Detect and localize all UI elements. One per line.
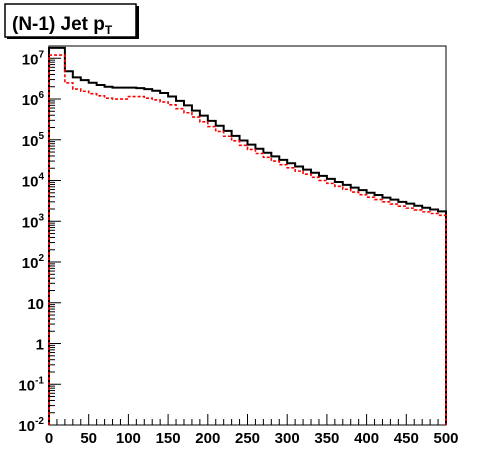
y-tick-label: 10-2 <box>18 416 44 435</box>
x-tick-label: 150 <box>156 430 181 447</box>
x-tick-label: 500 <box>433 430 458 447</box>
x-tick-label: 0 <box>45 430 53 447</box>
x-axis-tick-labels: 0 50 100 150 200 250 300 350 400 450 500 <box>45 430 459 447</box>
plot-frame <box>48 45 447 426</box>
series-layer <box>48 46 447 425</box>
y-tick-label: 102 <box>22 253 45 272</box>
y-tick-label: 10-1 <box>18 375 44 394</box>
y-axis-tick-labels: 10-2 10-1 1 10 102 103 104 105 106 107 <box>18 49 44 435</box>
chart-title-box: (N-1) Jet pT <box>4 3 139 39</box>
y-tick-label: 107 <box>22 49 45 68</box>
x-tick-label: 250 <box>235 430 260 447</box>
x-tick-label: 100 <box>116 430 141 447</box>
y-tick-label: 103 <box>22 212 45 231</box>
x-tick-label: 400 <box>354 430 379 447</box>
x-tick-label: 50 <box>80 430 97 447</box>
x-tick-label: 300 <box>275 430 300 447</box>
x-tick-label: 450 <box>394 430 419 447</box>
y-tick-label: 1 <box>36 337 44 354</box>
chart-title: (N-1) Jet pT <box>12 14 113 37</box>
y-tick-label: 105 <box>22 131 45 150</box>
y-tick-label: 106 <box>22 90 45 109</box>
series-line <box>48 54 447 425</box>
x-tick-label: 200 <box>195 430 220 447</box>
series-line <box>48 46 447 425</box>
axis-ticks <box>48 57 447 426</box>
x-tick-label: 350 <box>314 430 339 447</box>
y-tick-label: 10 <box>27 296 44 313</box>
y-tick-label: 104 <box>22 172 45 191</box>
